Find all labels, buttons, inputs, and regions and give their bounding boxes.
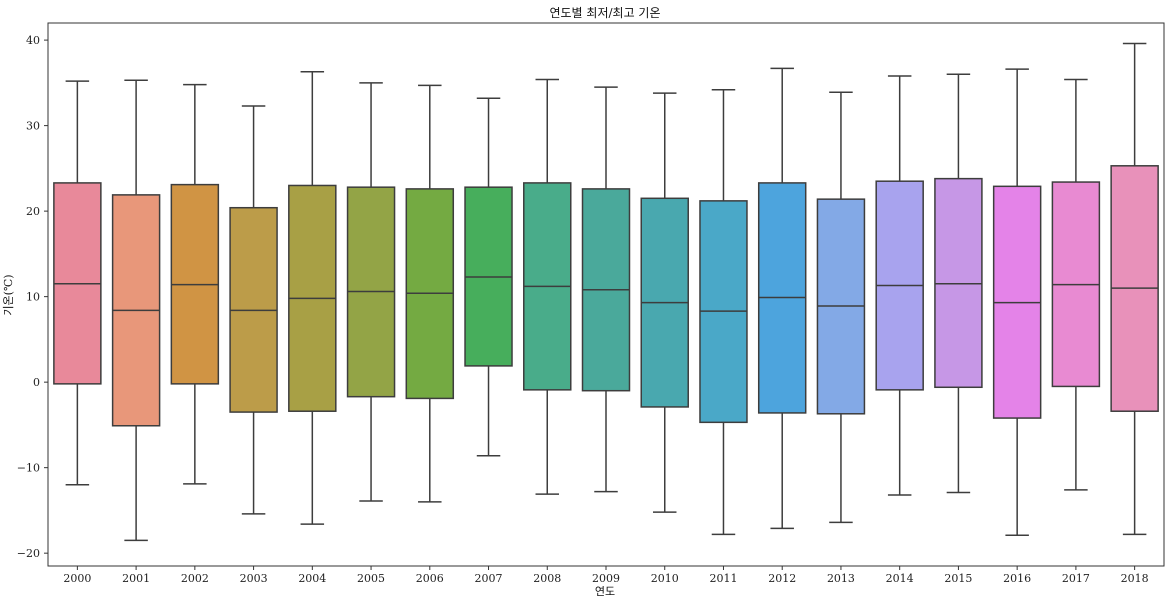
box-group-2002 <box>170 83 220 485</box>
box-group-2010 <box>640 92 689 513</box>
x-tick-label: 2005 <box>357 572 385 585</box>
x-tick-label: 2018 <box>1121 572 1149 585</box>
x-tick-label: 2012 <box>768 572 796 585</box>
x-tick-label: 2007 <box>475 572 503 585</box>
plot-frame <box>47 22 1165 567</box>
y-tick-label: 0 <box>33 376 40 389</box>
x-tick-label: 2011 <box>709 572 737 585</box>
x-axis: 2000 2001 2002 2003 2004 2005 2006 2007 2008 2009… <box>63 566 1149 585</box>
box-group-2013 <box>816 91 866 524</box>
x-tick-label: 2014 <box>886 572 914 585</box>
y-tick-label: 10 <box>26 291 40 304</box>
box-group-2009 <box>581 86 631 493</box>
y-tick-label: 20 <box>26 205 40 218</box>
chart-title: 연도별 최저/최고 기온 <box>549 6 660 20</box>
x-tick-label: 2008 <box>533 572 561 585</box>
box-group-2004 <box>288 70 337 525</box>
box-group-2008 <box>523 78 572 495</box>
y-tick-label: −10 <box>17 462 40 475</box>
box-group-2001 <box>111 79 161 542</box>
x-tick-label: 2010 <box>651 572 679 585</box>
y-tick-label: −20 <box>17 547 40 560</box>
box-group-2018 <box>1110 42 1159 536</box>
x-tick-label: 2004 <box>298 572 326 585</box>
x-tick-label: 2009 <box>592 572 620 585</box>
x-tick-label: 2002 <box>181 572 209 585</box>
x-tick-label: 2017 <box>1062 572 1090 585</box>
y-axis: −20 −10 0 10 20 30 40 <box>17 34 48 560</box>
y-axis-label: 기온(℃) <box>2 274 15 315</box>
x-tick-label: 2001 <box>122 572 150 585</box>
x-tick-label: 2016 <box>1003 572 1031 585</box>
box-group-2014 <box>875 75 924 496</box>
box-group-2003 <box>229 105 278 515</box>
x-tick-label: 2015 <box>944 572 972 585</box>
box-group-2005 <box>346 82 396 502</box>
x-tick-label: 2006 <box>416 572 444 585</box>
y-tick-label: 40 <box>26 34 40 47</box>
box-group-2015 <box>934 73 983 494</box>
plot-content <box>53 42 1159 542</box>
box-group-2007 <box>464 97 513 457</box>
box-group-2000 <box>53 80 102 486</box>
x-axis-label: 연도 <box>595 585 615 598</box>
x-tick-label: 2003 <box>240 572 268 585</box>
x-tick-label: 2000 <box>63 572 91 585</box>
y-tick-label: 30 <box>26 120 40 133</box>
box-group-2011 <box>699 88 748 536</box>
box-group-2017 <box>1051 78 1101 491</box>
x-tick-label: 2013 <box>827 572 855 585</box>
box-group-2016 <box>992 68 1042 536</box>
box-group-2012 <box>757 67 807 530</box>
box <box>934 177 983 389</box>
box-group-2006 <box>405 84 455 503</box>
